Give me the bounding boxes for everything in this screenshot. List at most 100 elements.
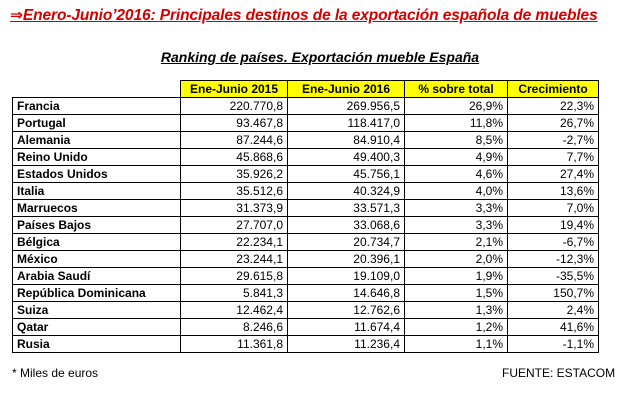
table-header-row: Ene-Junio 2015 Ene-Junio 2016 % sobre to…	[12, 80, 599, 98]
value-2016-cell: 118.417,0	[287, 114, 405, 132]
value-2016-cell: 40.324,9	[287, 182, 405, 200]
country-cell: Bélgica	[12, 233, 181, 251]
share-cell: 1,3%	[404, 301, 508, 319]
country-cell: Suiza	[12, 301, 181, 319]
country-cell: Arabia Saudí	[12, 267, 181, 285]
value-2016-cell: 84.910,4	[287, 131, 405, 149]
arrow-icon: ⇒	[10, 7, 23, 24]
value-2015-cell: 31.373,9	[180, 199, 288, 217]
value-2016-cell: 12.762,6	[287, 301, 405, 319]
table-row: Reino Unido 45.868,6 49.400,3 4,9% 7,7%	[12, 148, 599, 166]
share-cell: 11,8%	[404, 114, 508, 132]
value-2015-cell: 11.361,8	[180, 335, 288, 353]
header-share: % sobre total	[404, 80, 508, 98]
value-2015-cell: 35.512,6	[180, 182, 288, 200]
share-cell: 3,3%	[404, 216, 508, 234]
value-2015-cell: 8.246,6	[180, 318, 288, 336]
growth-cell: 13,6%	[507, 182, 599, 200]
value-2015-cell: 22.234,1	[180, 233, 288, 251]
country-cell: México	[12, 250, 181, 268]
growth-cell: 27,4%	[507, 165, 599, 183]
table-row: Italia 35.512,6 40.324,9 4,0% 13,6%	[12, 182, 599, 200]
value-2015-cell: 12.462,4	[180, 301, 288, 319]
growth-cell: 150,7%	[507, 284, 599, 302]
growth-cell: 7,0%	[507, 199, 599, 217]
value-2015-cell: 27.707,0	[180, 216, 288, 234]
share-cell: 2,0%	[404, 250, 508, 268]
value-2016-cell: 14.646,8	[287, 284, 405, 302]
value-2015-cell: 45.868,6	[180, 148, 288, 166]
table-row: Suiza 12.462,4 12.762,6 1,3% 2,4%	[12, 301, 599, 319]
country-cell: Qatar	[12, 318, 181, 336]
growth-cell: -6,7%	[507, 233, 599, 251]
table-row: México 23.244,1 20.396,1 2,0% -12,3%	[12, 250, 599, 268]
country-cell: Reino Unido	[12, 148, 181, 166]
header-2016: Ene-Junio 2016	[287, 80, 405, 98]
source-note: FUENTE: ESTACOM	[502, 366, 616, 380]
table-subtitle: Ranking de países. Exportación mueble Es…	[160, 49, 480, 65]
footnote: * Miles de euros	[12, 366, 99, 380]
country-cell: Italia	[12, 182, 181, 200]
growth-cell: -1,1%	[507, 335, 599, 353]
growth-cell: -35,5%	[507, 267, 599, 285]
header-growth: Crecimiento	[507, 80, 599, 98]
value-2016-cell: 269.956,5	[287, 97, 405, 115]
table-row: República Dominicana 5.841,3 14.646,8 1,5% 1…	[12, 284, 599, 302]
table-row: Francia 220.770,8 269.956,5 26,9% 22,3%	[12, 97, 599, 115]
share-cell: 8,5%	[404, 131, 508, 149]
share-cell: 2,1%	[404, 233, 508, 251]
share-cell: 1,5%	[404, 284, 508, 302]
value-2016-cell: 45.756,1	[287, 165, 405, 183]
share-cell: 1,1%	[404, 335, 508, 353]
table-row: Arabia Saudí 29.615,8 19.109,0 1,9% -35,5%	[12, 267, 599, 285]
value-2015-cell: 93.467,8	[180, 114, 288, 132]
country-cell: Marruecos	[12, 199, 181, 217]
country-cell: Rusia	[12, 335, 181, 353]
growth-cell: 22,3%	[507, 97, 599, 115]
table-row: Rusia 11.361,8 11.236,4 1,1% -1,1%	[12, 335, 599, 353]
share-cell: 1,9%	[404, 267, 508, 285]
value-2016-cell: 11.236,4	[287, 335, 405, 353]
country-cell: Alemania	[12, 131, 181, 149]
value-2015-cell: 35.926,2	[180, 165, 288, 183]
value-2016-cell: 19.109,0	[287, 267, 405, 285]
value-2016-cell: 49.400,3	[287, 148, 405, 166]
share-cell: 4,6%	[404, 165, 508, 183]
country-cell: Estados Unidos	[12, 165, 181, 183]
country-cell: Portugal	[12, 114, 181, 132]
value-2016-cell: 33.068,6	[287, 216, 405, 234]
value-2015-cell: 87.244,6	[180, 131, 288, 149]
table-row: Países Bajos 27.707,0 33.068,6 3,3% 19,4%	[12, 216, 599, 234]
share-cell: 3,3%	[404, 199, 508, 217]
country-cell: República Dominicana	[12, 284, 181, 302]
value-2016-cell: 11.674,4	[287, 318, 405, 336]
table-row: Estados Unidos 35.926,2 45.756,1 4,6% 27,4%	[12, 165, 599, 183]
value-2015-cell: 29.615,8	[180, 267, 288, 285]
table-row: Alemania 87.244,6 84.910,4 8,5% -2,7%	[12, 131, 599, 149]
headline: ⇒Enero-Junio’2016: Principales destinos …	[10, 6, 598, 25]
value-2015-cell: 23.244,1	[180, 250, 288, 268]
table-row: Qatar 8.246,6 11.674,4 1,2% 41,6%	[12, 318, 599, 336]
growth-cell: 19,4%	[507, 216, 599, 234]
ranking-table: Ene-Junio 2015 Ene-Junio 2016 % sobre to…	[12, 80, 599, 353]
country-cell: Francia	[12, 97, 181, 115]
growth-cell: 2,4%	[507, 301, 599, 319]
growth-cell: -12,3%	[507, 250, 599, 268]
value-2016-cell: 20.734,7	[287, 233, 405, 251]
growth-cell: 7,7%	[507, 148, 599, 166]
value-2016-cell: 20.396,1	[287, 250, 405, 268]
header-2015: Ene-Junio 2015	[180, 80, 288, 98]
headline-text: Enero-Junio’2016: Principales destinos d…	[22, 7, 598, 24]
table-row: Portugal 93.467,8 118.417,0 11,8% 26,7%	[12, 114, 599, 132]
table-row: Marruecos 31.373,9 33.571,3 3,3% 7,0%	[12, 199, 599, 217]
country-cell: Países Bajos	[12, 216, 181, 234]
growth-cell: 41,6%	[507, 318, 599, 336]
share-cell: 4,9%	[404, 148, 508, 166]
share-cell: 26,9%	[404, 97, 508, 115]
share-cell: 4,0%	[404, 182, 508, 200]
table-row: Bélgica 22.234,1 20.734,7 2,1% -6,7%	[12, 233, 599, 251]
growth-cell: 26,7%	[507, 114, 599, 132]
value-2015-cell: 220.770,8	[180, 97, 288, 115]
header-blank	[12, 80, 181, 98]
value-2015-cell: 5.841,3	[180, 284, 288, 302]
